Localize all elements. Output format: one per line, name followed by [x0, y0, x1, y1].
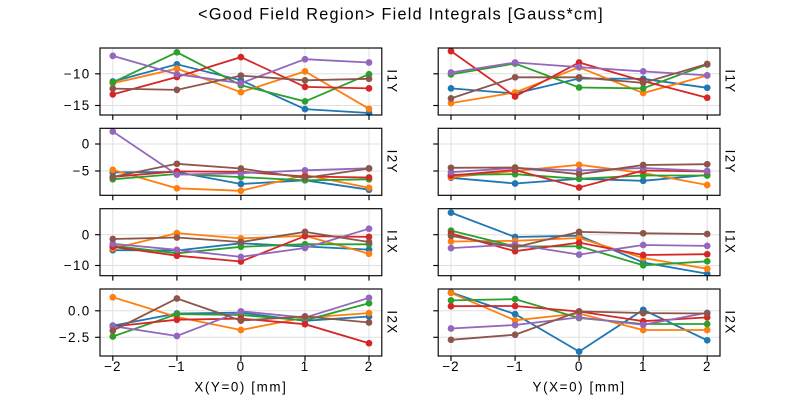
svg-text:0: 0 — [575, 359, 583, 374]
svg-text:I1Y: I1Y — [384, 69, 399, 93]
svg-text:I2Y: I2Y — [723, 150, 738, 174]
svg-text:1: 1 — [301, 359, 309, 374]
svg-text:−15: −15 — [64, 98, 91, 113]
svg-text:−10: −10 — [64, 67, 91, 82]
svg-text:I1Y: I1Y — [723, 69, 738, 93]
svg-text:−5: −5 — [73, 164, 91, 179]
svg-text:0: 0 — [82, 227, 91, 242]
svg-text:I1X: I1X — [384, 230, 399, 254]
svg-text:I2Y: I2Y — [384, 150, 399, 174]
svg-text:0: 0 — [82, 137, 91, 152]
svg-text:−10: −10 — [64, 258, 91, 273]
svg-text:I2X: I2X — [723, 310, 738, 334]
svg-text:<Good Field Region> Field Inte: <Good Field Region> Field Integrals [Gau… — [198, 5, 604, 23]
svg-text:I1X: I1X — [723, 230, 738, 254]
svg-text:X(Y=0) [mm]: X(Y=0) [mm] — [194, 379, 287, 394]
svg-text:−1: −1 — [506, 359, 523, 374]
svg-text:−2.5: −2.5 — [59, 330, 91, 345]
svg-text:−1: −1 — [168, 359, 185, 374]
svg-text:−2: −2 — [104, 359, 121, 374]
svg-text:0.0: 0.0 — [68, 304, 91, 319]
svg-text:−2: −2 — [442, 359, 459, 374]
svg-text:2: 2 — [703, 359, 711, 374]
svg-text:Y(X=0) [mm]: Y(X=0) [mm] — [533, 379, 626, 394]
svg-text:I2X: I2X — [384, 310, 399, 334]
svg-text:0: 0 — [237, 359, 245, 374]
svg-text:2: 2 — [365, 359, 373, 374]
svg-text:1: 1 — [639, 359, 647, 374]
